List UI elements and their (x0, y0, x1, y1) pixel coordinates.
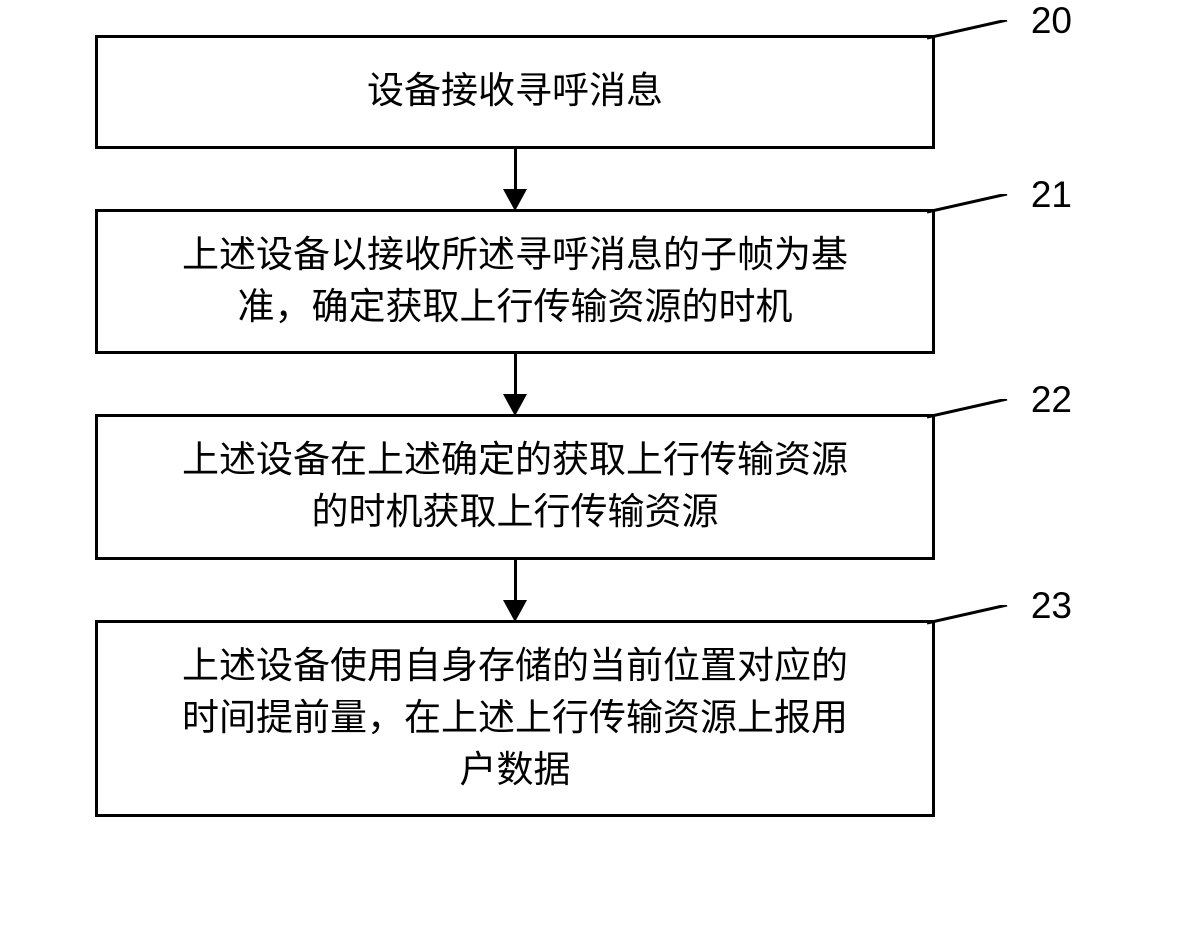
node-21-text-line2: 准，确定获取上行传输资源的时机 (238, 287, 793, 328)
flowchart-node-21: 上述设备以接收所述寻呼消息的子帧为基 准，确定获取上行传输资源的时机 21 (95, 209, 935, 355)
arrow-head (503, 394, 527, 416)
node-21-label: 21 (1031, 169, 1072, 221)
node-23-text-line1: 上述设备使用自身存储的当前位置对应的 (182, 646, 848, 687)
node-22-text-line2: 的时机获取上行传输资源 (312, 492, 719, 533)
arrow-line (514, 149, 517, 191)
arrow-21-22 (95, 354, 935, 414)
node-23-text-line2: 时间提前量，在上述上行传输资源上报用 (182, 698, 848, 739)
node-22-label: 22 (1031, 374, 1072, 426)
node-22-label-connector: 22 (927, 399, 1062, 464)
node-22-text-line1: 上述设备在上述确定的获取上行传输资源 (182, 440, 848, 481)
flowchart-container: 设备接收寻呼消息 20 上述设备以接收所述寻呼消息的子帧为基 准，确定获取上行传… (95, 35, 1085, 817)
arrow-line (514, 560, 517, 602)
arrow-head (503, 189, 527, 211)
node-23-label-connector: 23 (927, 605, 1062, 670)
arrow-line (514, 354, 517, 396)
node-20-label: 20 (1031, 0, 1072, 47)
arrow-20-21 (95, 149, 935, 209)
flowchart-node-22: 上述设备在上述确定的获取上行传输资源 的时机获取上行传输资源 22 (95, 414, 935, 560)
node-23-text-line3: 户数据 (460, 750, 571, 791)
node-21-label-connector: 21 (927, 194, 1062, 259)
node-20-label-connector: 20 (927, 20, 1062, 85)
node-20-text: 设备接收寻呼消息 (367, 71, 663, 112)
arrow-head (503, 600, 527, 622)
node-23-label: 23 (1031, 580, 1072, 632)
node-21-text-line1: 上述设备以接收所述寻呼消息的子帧为基 (182, 235, 848, 276)
flowchart-node-20: 设备接收寻呼消息 20 (95, 35, 935, 149)
flowchart-node-23: 上述设备使用自身存储的当前位置对应的 时间提前量，在上述上行传输资源上报用 户数… (95, 620, 935, 817)
arrow-22-23 (95, 560, 935, 620)
